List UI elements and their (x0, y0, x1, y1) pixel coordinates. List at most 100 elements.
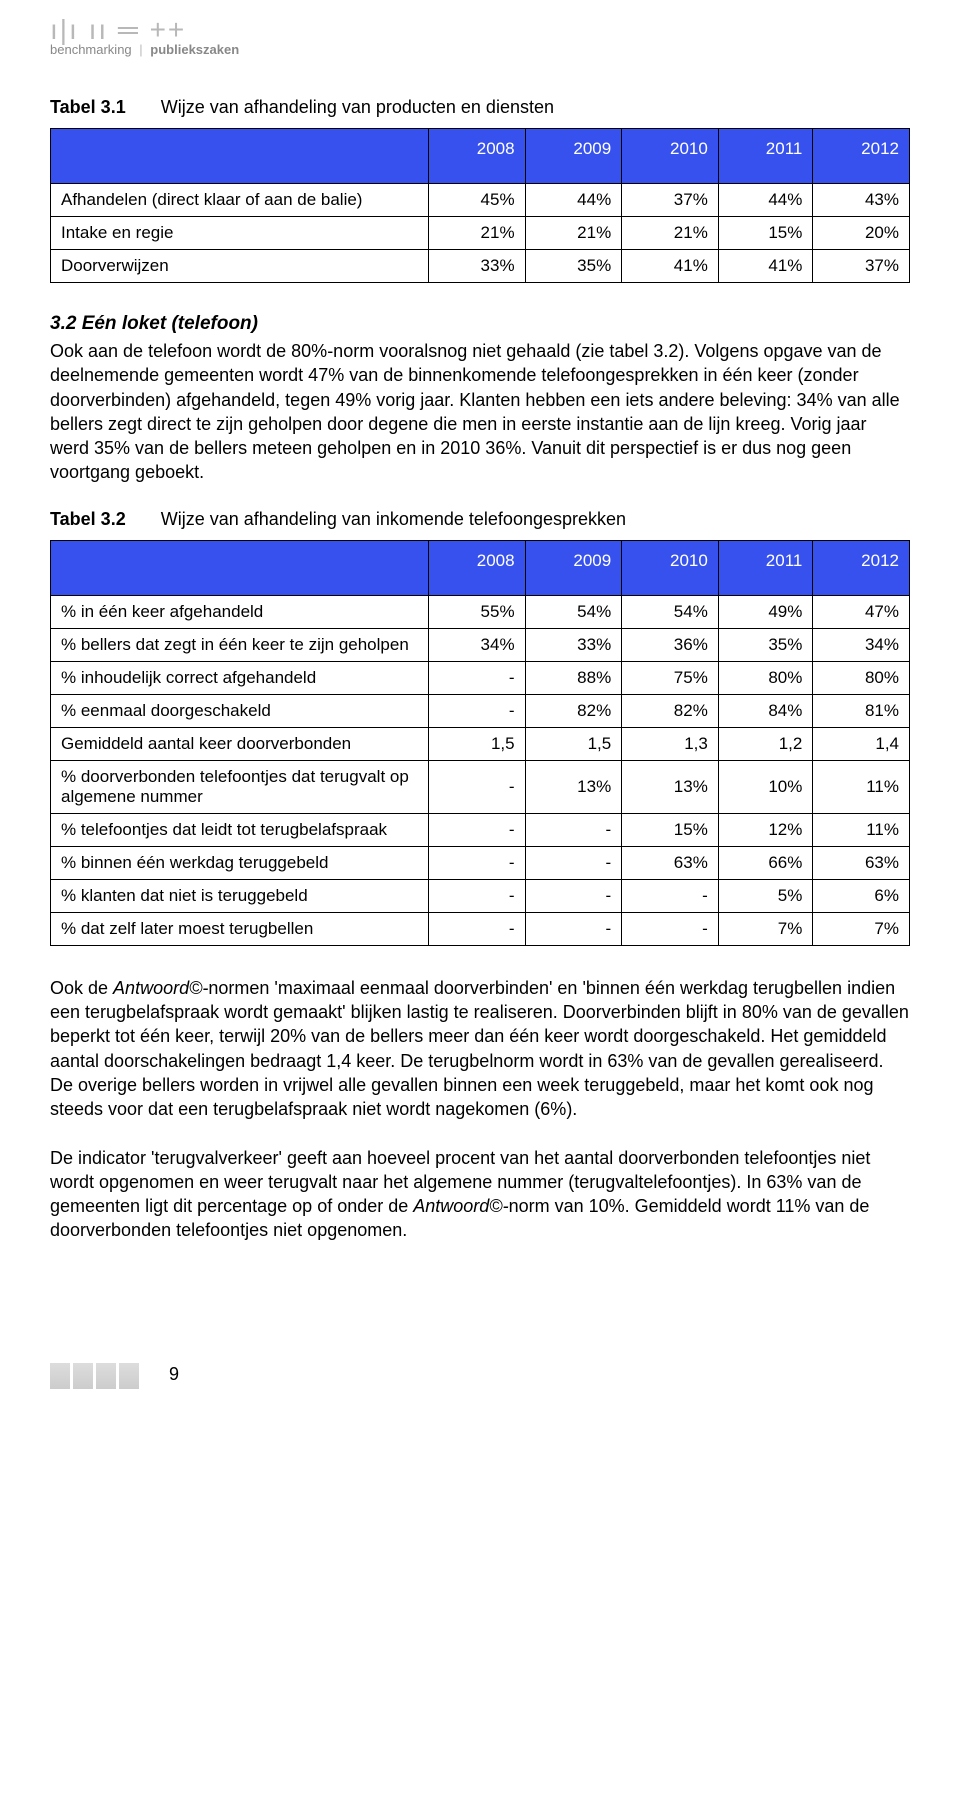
cell-value: 44% (718, 184, 813, 217)
cell-value: 13% (622, 760, 719, 813)
table-1-h2: 2009 (525, 129, 622, 184)
cell-value: - (428, 879, 525, 912)
cell-value: 41% (718, 250, 813, 283)
table-2-h0 (51, 540, 429, 595)
table-1-h4: 2011 (718, 129, 813, 184)
table-1-h0 (51, 129, 429, 184)
document-page: ı|ı ıı ═ ++ benchmarking | publiekszaken… (0, 0, 960, 1429)
cell-value: 12% (718, 813, 813, 846)
row-label: % binnen één werkdag teruggebeld (51, 846, 429, 879)
cell-value: - (428, 813, 525, 846)
p2-italic: Antwoord©- (413, 1196, 508, 1216)
row-label: % in één keer afgehandeld (51, 595, 429, 628)
cell-value: 37% (622, 184, 719, 217)
cell-value: 54% (525, 595, 622, 628)
table-row: Gemiddeld aantal keer doorverbonden1,51,… (51, 727, 910, 760)
cell-value: 34% (813, 628, 910, 661)
row-label: Doorverwijzen (51, 250, 429, 283)
table-1-h3: 2010 (622, 129, 719, 184)
table-2: 2008 2009 2010 2011 2012 % in één keer a… (50, 540, 910, 946)
row-label: % doorverbonden telefoontjes dat terugva… (51, 760, 429, 813)
table-2-head: 2008 2009 2010 2011 2012 (51, 540, 910, 595)
table-row: % telefoontjes dat leidt tot terugbelafs… (51, 813, 910, 846)
cell-value: 10% (718, 760, 813, 813)
cell-value: 7% (813, 912, 910, 945)
cell-value: - (525, 813, 622, 846)
table-1-heading: Tabel 3.1 Wijze van afhandeling van prod… (50, 97, 910, 118)
cell-value: 7% (718, 912, 813, 945)
table-row: % binnen één werkdag teruggebeld--63%66%… (51, 846, 910, 879)
cell-value: 54% (622, 595, 719, 628)
cell-value: 55% (428, 595, 525, 628)
cell-value: - (525, 912, 622, 945)
table-1: 2008 2009 2010 2011 2012 Afhandelen (dir… (50, 128, 910, 283)
table-2-label: Tabel 3.2 (50, 509, 126, 529)
table-2-h1: 2008 (428, 540, 525, 595)
table-1-label: Tabel 3.1 (50, 97, 126, 117)
row-label: % bellers dat zegt in één keer te zijn g… (51, 628, 429, 661)
cell-value: - (622, 879, 719, 912)
p1-pre: Ook de (50, 978, 113, 998)
table-2-h2: 2009 (525, 540, 622, 595)
cell-value: 35% (718, 628, 813, 661)
cell-value: 63% (622, 846, 719, 879)
cell-value: 80% (813, 661, 910, 694)
cell-value: 15% (622, 813, 719, 846)
cell-value: 49% (718, 595, 813, 628)
cell-value: 34% (428, 628, 525, 661)
cell-value: 82% (622, 694, 719, 727)
cell-value: 20% (813, 217, 910, 250)
paragraph-after-1: Ook de Antwoord©-normen 'maximaal eenmaa… (50, 976, 910, 1122)
header-logo: ı|ı ıı ═ ++ benchmarking | publiekszaken (50, 20, 910, 57)
table-1-header-row: 2008 2009 2010 2011 2012 (51, 129, 910, 184)
table-2-header-row: 2008 2009 2010 2011 2012 (51, 540, 910, 595)
cell-value: - (428, 760, 525, 813)
cell-value: 44% (525, 184, 622, 217)
cell-value: 13% (525, 760, 622, 813)
table-row: Doorverwijzen33%35%41%41%37% (51, 250, 910, 283)
cell-value: 47% (813, 595, 910, 628)
cell-value: 88% (525, 661, 622, 694)
cell-value: 75% (622, 661, 719, 694)
cell-value: - (428, 694, 525, 727)
table-2-h4: 2011 (718, 540, 813, 595)
table-2-heading: Tabel 3.2 Wijze van afhandeling van inko… (50, 509, 910, 530)
cell-value: 1,4 (813, 727, 910, 760)
cell-value: 21% (525, 217, 622, 250)
cell-value: 36% (622, 628, 719, 661)
cell-value: 45% (428, 184, 525, 217)
cell-value: 21% (622, 217, 719, 250)
cell-value: 5% (718, 879, 813, 912)
cell-value: 80% (718, 661, 813, 694)
cell-value: 15% (718, 217, 813, 250)
row-label: Gemiddeld aantal keer doorverbonden (51, 727, 429, 760)
table-row: Intake en regie21%21%21%15%20% (51, 217, 910, 250)
table-row: % eenmaal doorgeschakeld-82%82%84%81% (51, 694, 910, 727)
table-1-body: Afhandelen (direct klaar of aan de balie… (51, 184, 910, 283)
row-label: % eenmaal doorgeschakeld (51, 694, 429, 727)
cell-value: 35% (525, 250, 622, 283)
cell-value: 41% (622, 250, 719, 283)
cell-value: 1,5 (428, 727, 525, 760)
cell-value: 1,2 (718, 727, 813, 760)
row-label: Afhandelen (direct klaar of aan de balie… (51, 184, 429, 217)
paragraph-after-2: De indicator 'terugvalverkeer' geeft aan… (50, 1146, 910, 1243)
cell-value: 84% (718, 694, 813, 727)
table-row: % inhoudelijk correct afgehandeld-88%75%… (51, 661, 910, 694)
table-2-h5: 2012 (813, 540, 910, 595)
cell-value: - (622, 912, 719, 945)
row-label: % klanten dat niet is teruggebeld (51, 879, 429, 912)
page-footer: 9 (50, 1363, 910, 1389)
table-1-h1: 2008 (428, 129, 525, 184)
cell-value: 11% (813, 813, 910, 846)
cell-value: 81% (813, 694, 910, 727)
logo-separator: | (139, 42, 142, 57)
cell-value: 1,5 (525, 727, 622, 760)
logo-word-2: publiekszaken (150, 42, 239, 57)
table-row: % in één keer afgehandeld55%54%54%49%47% (51, 595, 910, 628)
cell-value: - (428, 846, 525, 879)
section-3-2-paragraph: Ook aan de telefoon wordt de 80%-norm vo… (50, 339, 910, 485)
cell-value: 1,3 (622, 727, 719, 760)
logo-graphic-icon: ı|ı ıı ═ ++ (50, 20, 186, 40)
table-1-title: Wijze van afhandeling van producten en d… (161, 97, 554, 117)
